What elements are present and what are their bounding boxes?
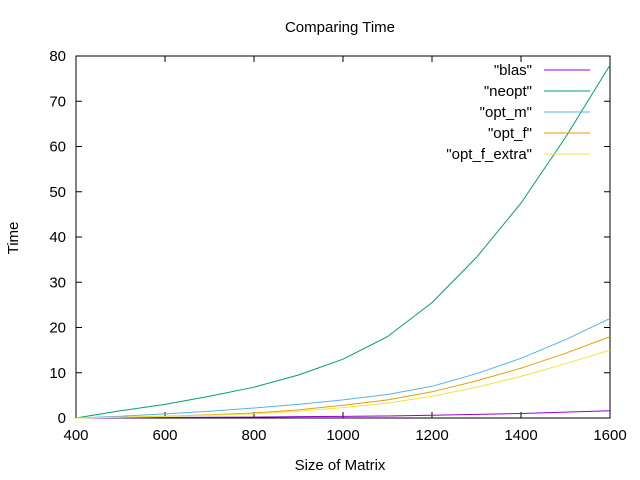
series-line	[75, 410, 611, 419]
y-tick-label: 60	[49, 139, 66, 156]
y-tick-label: 0	[58, 410, 66, 427]
y-tick-label: 10	[49, 365, 66, 382]
y-tick-label: 30	[49, 274, 66, 291]
x-tick-label: 400	[63, 427, 88, 444]
x-tick-label: 1200	[415, 427, 448, 444]
chart-title: Comparing Time	[285, 19, 395, 36]
legend-label: "opt_m"	[480, 104, 532, 121]
x-tick-label: 1600	[593, 427, 626, 444]
legend-label: "opt_f"	[488, 125, 532, 142]
y-tick-label: 70	[49, 93, 66, 110]
axis-ticks: 400 600 800 1000 1200 1400 1600 0 10 20 30 40 50 60 70…	[49, 48, 626, 444]
legend-label: "opt_f_extra"	[446, 146, 532, 163]
y-axis-label: Time	[5, 222, 22, 255]
x-tick-label: 1000	[326, 427, 359, 444]
y-tick-label: 50	[49, 184, 66, 201]
x-tick-label: 600	[152, 427, 177, 444]
legend-label: "blas"	[494, 62, 532, 79]
series-line	[75, 349, 611, 419]
series-line	[75, 317, 611, 419]
x-tick-label: 1400	[504, 427, 537, 444]
x-tick-label: 800	[241, 427, 266, 444]
y-tick-label: 20	[49, 320, 66, 337]
y-tick-label: 40	[49, 229, 66, 246]
series-lines	[75, 64, 611, 419]
series-line	[75, 64, 611, 419]
legend-label: "neopt"	[484, 83, 532, 100]
x-axis-label: Size of Matrix	[295, 457, 386, 474]
y-tick-label: 80	[49, 48, 66, 65]
legend: "blas" "neopt" "opt_m" "opt_f" "opt_f_extra"	[446, 62, 590, 163]
